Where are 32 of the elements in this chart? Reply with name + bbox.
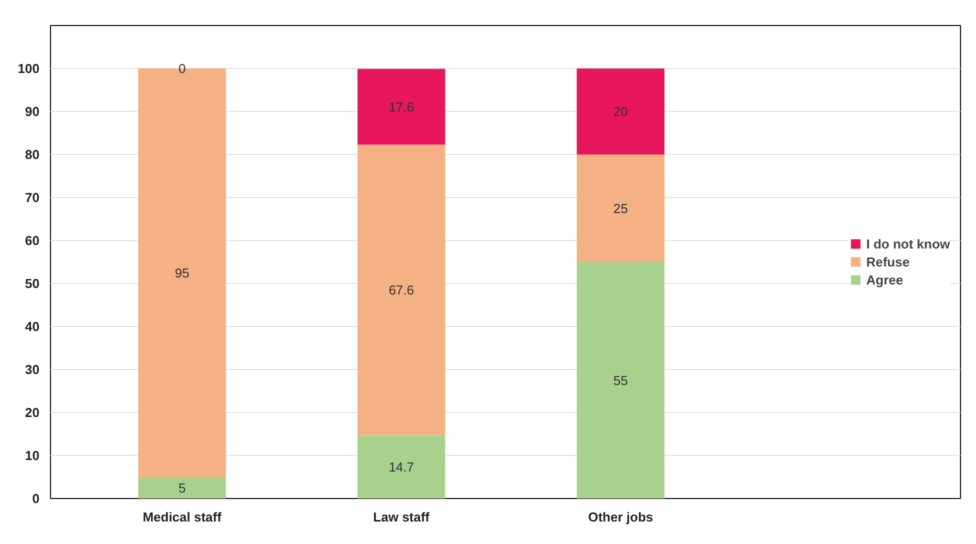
x-tick-label: Medical staff <box>142 510 222 524</box>
y-tick-label: 70 <box>25 190 40 205</box>
y-tick-label: 90 <box>25 104 40 119</box>
y-tick-label: 30 <box>25 362 40 377</box>
y-tick-label: 50 <box>25 276 40 291</box>
y-tick-label: 0 <box>32 491 40 506</box>
y-tick-label: 20 <box>25 405 40 420</box>
y-tick-label: 40 <box>25 319 40 334</box>
y-tick-label: 100 <box>18 61 40 76</box>
legend-label: Refuse <box>866 254 910 269</box>
data-label: 5 <box>178 480 186 496</box>
data-label: 95 <box>174 265 190 280</box>
legend-label: I do not know <box>866 236 950 251</box>
data-label: 20 <box>613 104 628 119</box>
legend-label: Agree <box>866 272 904 287</box>
data-label: 14.7 <box>388 459 414 474</box>
data-label: 25 <box>613 200 628 216</box>
x-tick-label: Other jobs <box>588 510 654 524</box>
bar <box>138 477 226 498</box>
bar <box>576 68 664 154</box>
bar <box>576 262 664 498</box>
bar <box>357 68 446 145</box>
data-label: 67.6 <box>388 282 414 298</box>
data-label: 55 <box>613 372 628 388</box>
x-tick-label: Law staff <box>373 510 430 524</box>
bar <box>576 154 664 262</box>
y-tick-label: 80 <box>25 147 40 162</box>
bar <box>357 144 446 436</box>
data-label: 17.6 <box>388 99 414 114</box>
y-tick-label: 60 <box>25 233 40 248</box>
bar <box>357 435 446 498</box>
y-tick-label: 10 <box>25 448 40 463</box>
